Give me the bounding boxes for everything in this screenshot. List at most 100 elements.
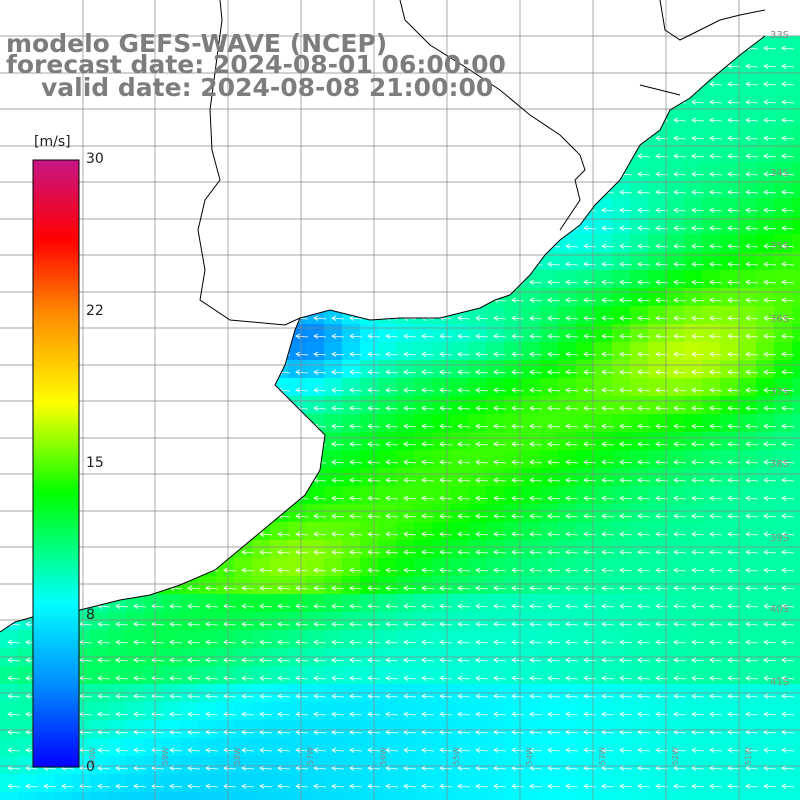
wind-arrow: [223, 711, 237, 717]
wind-arrow: [763, 207, 777, 213]
wind-arrow: [475, 639, 489, 645]
field-cell: [288, 522, 307, 541]
field-cell: [540, 270, 559, 289]
field-cell: [234, 720, 253, 739]
wind-arrow: [187, 153, 201, 159]
field-cell: [468, 432, 487, 451]
wind-arrow: [493, 747, 507, 753]
wind-arrow: [133, 567, 147, 573]
field-cell: [576, 702, 595, 721]
wind-arrow: [493, 135, 507, 141]
field-cell: [540, 702, 559, 721]
wind-arrow: [565, 81, 579, 87]
wind-arrow: [529, 603, 543, 609]
wind-arrow: [547, 171, 561, 177]
field-cell: [216, 0, 235, 19]
field-cell: [684, 90, 703, 109]
wind-arrow: [349, 441, 363, 447]
wind-arrow: [745, 675, 759, 681]
field-cell: [468, 378, 487, 397]
field-cell: [684, 594, 703, 613]
wind-arrow: [475, 531, 489, 537]
wind-arrow: [439, 513, 453, 519]
field-cell: [666, 396, 685, 415]
field-cell: [126, 486, 145, 505]
wind-arrow: [673, 585, 687, 591]
field-cell: [702, 198, 721, 217]
field-cell: [270, 522, 289, 541]
field-cell: [252, 774, 271, 793]
wind-arrow: [349, 261, 363, 267]
wind-arrow: [745, 783, 759, 789]
wind-arrow: [529, 99, 543, 105]
field-cell: [198, 162, 217, 181]
field-cell: [396, 144, 415, 163]
field-cell: [324, 162, 343, 181]
field-cell: [630, 36, 649, 55]
field-cell: [252, 594, 271, 613]
wind-arrow: [187, 243, 201, 249]
wind-arrow: [637, 441, 651, 447]
field-cell: [234, 126, 253, 145]
field-cell: [432, 612, 451, 631]
wind-arrow: [421, 171, 435, 177]
field-cell: [666, 702, 685, 721]
field-cell: [234, 324, 253, 343]
wind-arrow: [205, 711, 219, 717]
wind-arrow: [511, 639, 525, 645]
field-cell: [504, 702, 523, 721]
wind-arrow: [691, 423, 705, 429]
field-cell: [90, 126, 109, 145]
wind-arrow: [511, 207, 525, 213]
field-cell: [342, 144, 361, 163]
field-cell: [576, 396, 595, 415]
field-cell: [108, 126, 127, 145]
field-cell: [522, 36, 541, 37]
wind-arrow: [745, 243, 759, 249]
wind-arrow: [97, 495, 111, 501]
field-cell: [162, 162, 181, 181]
wind-arrow: [223, 459, 237, 465]
wind-arrow: [295, 477, 309, 483]
field-cell: [756, 252, 775, 271]
field-cell: [558, 90, 577, 109]
wind-arrow: [331, 351, 345, 357]
field-cell: [594, 72, 613, 91]
field-cell: [288, 378, 307, 397]
wind-arrow: [169, 441, 183, 447]
field-cell: [180, 378, 199, 397]
wind-arrow: [511, 297, 525, 303]
wind-arrow: [277, 693, 291, 699]
field-cell: [666, 306, 685, 325]
wind-arrow: [169, 747, 183, 753]
field-cell: [198, 198, 217, 217]
wind-arrow: [386, 28, 398, 33]
wind-arrow: [295, 513, 309, 519]
wind-arrow: [277, 729, 291, 735]
wind-arrow: [115, 531, 129, 537]
field-cell: [0, 360, 19, 379]
field-cell: [252, 0, 271, 19]
wind-arrow: [709, 459, 723, 465]
field-cell: [0, 234, 19, 253]
field-cell: [594, 396, 613, 415]
wind-arrow: [745, 729, 759, 735]
field-cell: [558, 270, 577, 289]
wind-arrow: [583, 171, 597, 177]
wind-arrow: [277, 639, 291, 645]
field-cell: [774, 252, 793, 271]
field-cell: [630, 270, 649, 289]
wind-arrow: [763, 333, 777, 339]
wind-arrow: [583, 225, 597, 231]
field-cell: [468, 774, 487, 793]
wind-arrow: [331, 603, 345, 609]
wind-arrow: [25, 783, 39, 789]
wind-arrow: [709, 549, 723, 555]
field-cell: [198, 180, 217, 199]
wind-arrow: [439, 297, 453, 303]
wind-arrow: [205, 405, 219, 411]
field-cell: [486, 792, 505, 800]
wind-arrow: [385, 153, 399, 159]
field-cell: [414, 378, 433, 397]
field-cell: [450, 504, 469, 523]
